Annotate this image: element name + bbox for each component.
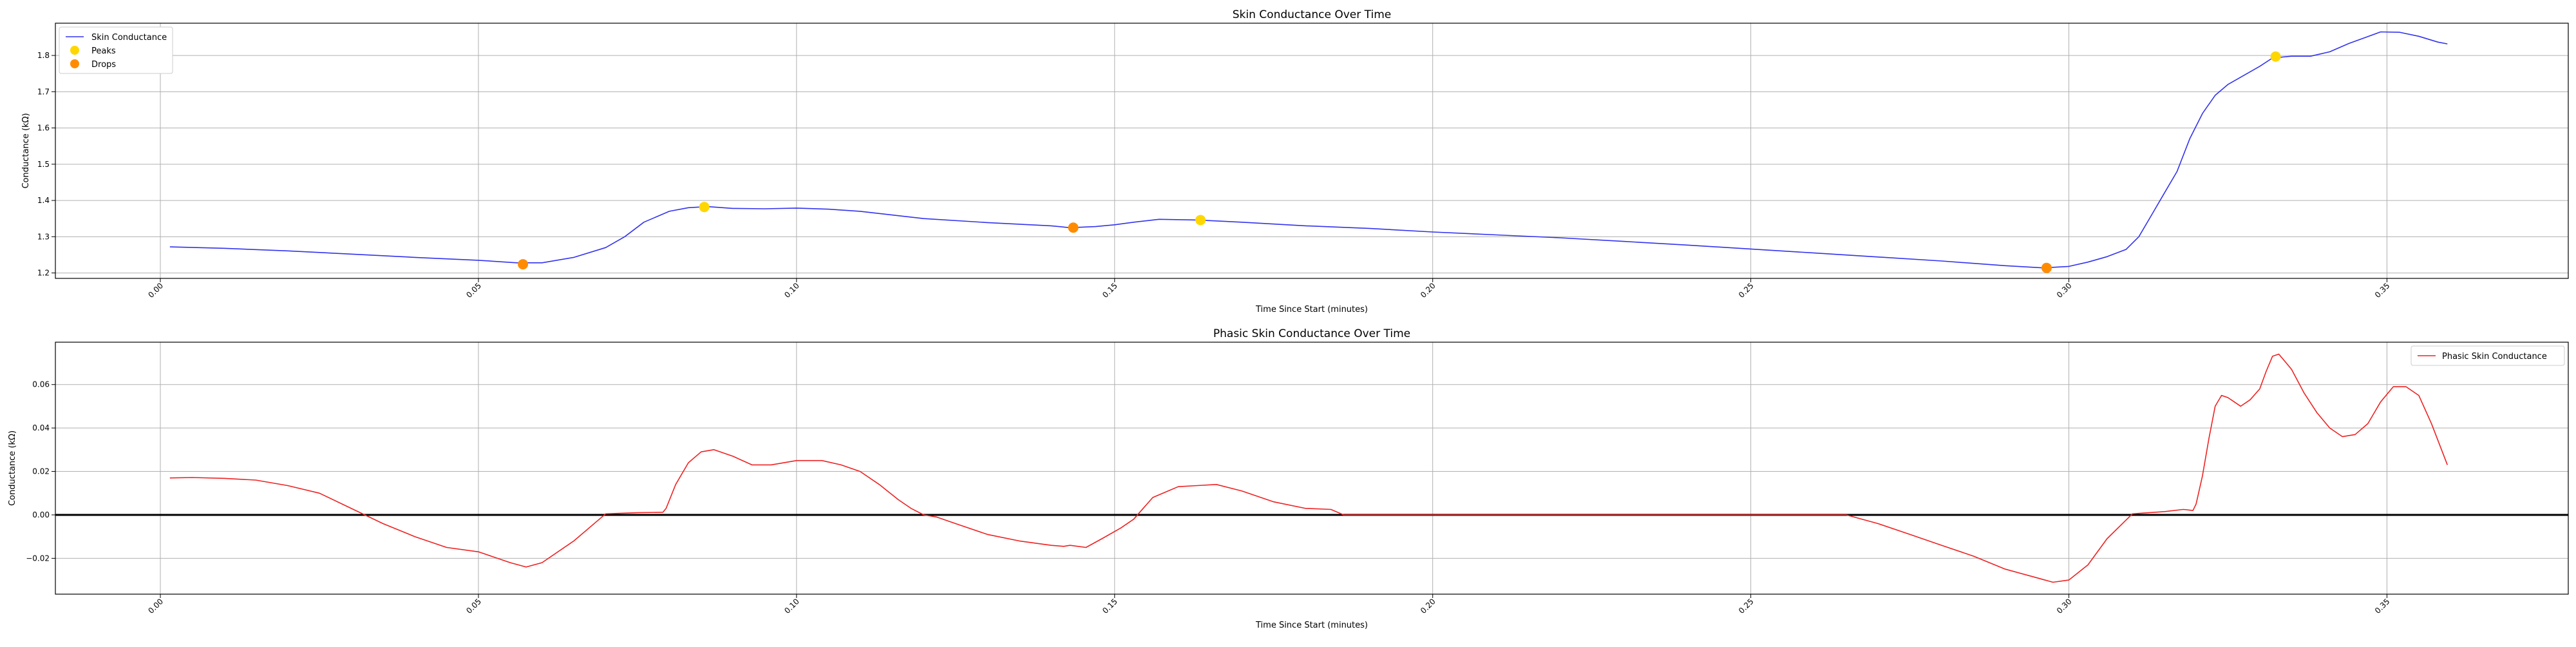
x-tick-label: 0.05 — [464, 597, 483, 615]
series-line-skin-conductance — [169, 31, 2448, 269]
legend-label: Peaks — [91, 46, 116, 56]
y-tick-label: 1.8 — [37, 51, 50, 60]
chart-panel-2: 0.00 0.05 0.10 0.15 0.20 0.25 0.30 0.35 −0.02 0.0… — [8, 327, 2569, 630]
chart-panel-1: 0.00 0.05 0.10 0.15 0.20 0.25 0.30 0.35 1.2 1.3 1.… — [21, 8, 2569, 314]
legend-swatch — [70, 46, 79, 55]
x-tick-label: 0.20 — [1419, 281, 1437, 300]
legend: Phasic Skin Conductance — [2410, 345, 2565, 366]
y-tick-label: 1.7 — [37, 87, 50, 96]
point-drops — [518, 259, 529, 270]
point-peaks — [699, 202, 710, 213]
point-drops — [1068, 222, 1079, 233]
legend-label: Drops — [91, 60, 116, 70]
point-peaks — [1195, 215, 1206, 226]
y-axis-label: Conductance (kΩ) — [21, 113, 31, 188]
y-tick-label: 0.06 — [32, 380, 50, 389]
plot-frame — [55, 342, 2569, 595]
legend-swatch — [70, 59, 79, 68]
y-tick-label: 0.00 — [32, 510, 50, 519]
chart-title: Skin Conductance Over Time — [1233, 8, 1391, 21]
series-line-phasic-skin-conductance — [169, 353, 2448, 583]
x-tick-label: 0.20 — [1419, 597, 1437, 615]
x-axis-label: Time Since Start (minutes) — [1255, 621, 1368, 630]
x-tick-label: 0.10 — [782, 597, 801, 615]
y-tick-label: 0.02 — [32, 467, 50, 476]
chart-title: Phasic Skin Conductance Over Time — [1213, 327, 1410, 340]
x-tick-label: 0.05 — [464, 281, 483, 300]
x-tick-label: 0.15 — [1101, 281, 1119, 300]
plot-frame — [55, 23, 2569, 279]
y-tick-label: 1.4 — [37, 196, 50, 205]
legend: Skin Conductance Peaks Drops — [59, 26, 173, 74]
x-tick-label: 0.15 — [1101, 597, 1119, 615]
y-tick-label: −0.02 — [26, 554, 50, 563]
y-tick-label: 1.5 — [37, 160, 50, 169]
legend-box — [59, 26, 173, 74]
x-tick-label: 0.00 — [146, 281, 165, 300]
y-tick-label: 1.6 — [37, 124, 50, 133]
legend-label: Phasic Skin Conductance — [2442, 352, 2547, 362]
x-tick-label: 0.35 — [2373, 281, 2392, 300]
legend-box — [2410, 345, 2565, 366]
x-tick-label: 0.30 — [2055, 281, 2074, 300]
x-axis-label: Time Since Start (minutes) — [1255, 305, 1368, 314]
legend-label: Skin Conductance — [91, 33, 167, 43]
y-tick-label: 1.2 — [37, 269, 50, 278]
x-tick-label: 0.25 — [1737, 597, 1756, 615]
x-tick-label: 0.00 — [146, 597, 165, 615]
x-tick-label: 0.25 — [1737, 281, 1756, 300]
point-drops — [2041, 262, 2052, 273]
x-tick-label: 0.30 — [2055, 597, 2074, 615]
point-peaks — [2270, 51, 2281, 62]
y-axis-label: Conductance (kΩ) — [8, 430, 17, 506]
x-tick-label: 0.35 — [2373, 597, 2392, 615]
x-tick-label: 0.10 — [782, 281, 801, 300]
y-tick-label: 0.04 — [32, 423, 50, 432]
y-tick-label: 1.3 — [37, 232, 50, 241]
